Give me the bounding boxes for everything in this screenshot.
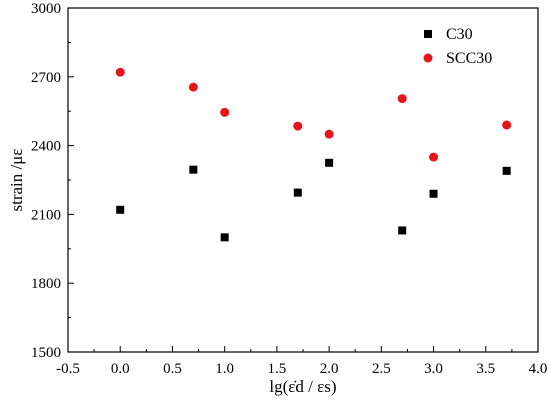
- legend: C30 SCC30: [423, 26, 492, 67]
- y-axis-title: strain /με: [7, 149, 26, 212]
- scc30-point: [429, 152, 439, 162]
- scc30-point: [293, 121, 303, 131]
- c30-point: [116, 205, 125, 214]
- x-tick-label: 1.5: [268, 361, 287, 377]
- y-tick-label: 2400: [31, 139, 61, 155]
- x-tick-label: 2.5: [372, 361, 391, 377]
- scc30-point: [188, 82, 198, 92]
- x-tick-label: 3.0: [424, 361, 443, 377]
- scc30-point: [115, 67, 125, 77]
- c30-point: [293, 188, 302, 197]
- c30-point: [429, 189, 438, 198]
- c30-point: [502, 166, 511, 175]
- axis-titles: lg(ε̇d / εs) strain /με: [7, 149, 337, 397]
- scc30-legend-marker: [423, 53, 433, 63]
- x-tick-label: 4.0: [529, 361, 548, 377]
- x-tick-label: 1.0: [215, 361, 234, 377]
- data-points: [115, 67, 512, 242]
- c30-point: [189, 165, 198, 174]
- x-tick-label: 2.0: [320, 361, 339, 377]
- y-tick-label: 3000: [31, 1, 61, 17]
- c30-legend-label: C30: [446, 26, 473, 43]
- y-tick-label: 1500: [31, 345, 61, 361]
- scc30-point: [397, 94, 407, 104]
- scc30-point: [502, 120, 512, 130]
- scc30-legend-label: SCC30: [446, 50, 492, 67]
- scc30-point: [324, 129, 334, 139]
- y-tick-label: 2100: [31, 207, 61, 223]
- c30-legend-marker: [424, 30, 432, 38]
- x-axis-title: lg(ε̇d / εs): [269, 377, 336, 396]
- c30-point: [325, 158, 334, 167]
- c30-point: [398, 226, 407, 235]
- x-tick-label: 0.5: [163, 361, 182, 377]
- y-tick-label: 1800: [31, 276, 61, 292]
- c30-point: [220, 233, 229, 242]
- x-tick-label: -0.5: [56, 361, 80, 377]
- y-tick-label: 2700: [31, 70, 61, 86]
- ticks: -0.5 0.0 0.5 1.0 1.5 2.0 2.5 3.0 3.5 4.0 1500 1800 2…: [31, 1, 547, 377]
- x-tick-label: 0.0: [111, 361, 130, 377]
- x-tick-label: 3.5: [476, 361, 495, 377]
- scc30-point: [220, 107, 230, 117]
